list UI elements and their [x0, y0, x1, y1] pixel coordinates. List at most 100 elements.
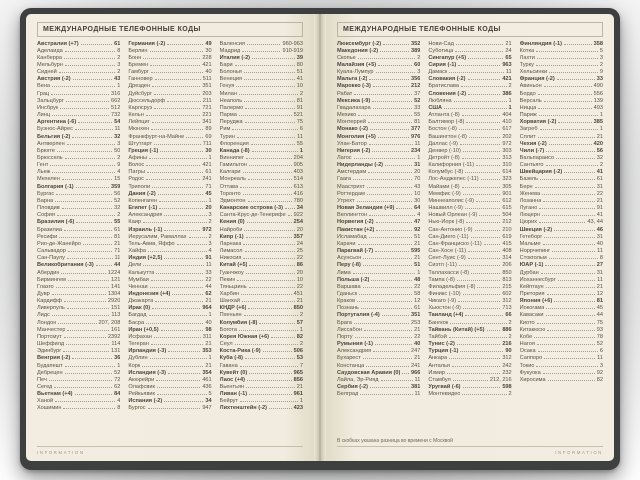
- dotted-leader: [146, 322, 204, 324]
- dotted-leader: [245, 107, 295, 109]
- dotted-leader: [362, 286, 413, 288]
- city-code-entry: Сан-Хосе (-11) 408: [428, 248, 512, 255]
- footer-label: INFORMATION: [37, 450, 85, 455]
- dotted-leader: [234, 344, 298, 346]
- city-code-entry: Лимасол 25: [219, 248, 303, 255]
- dotted-leader: [362, 358, 413, 360]
- dotted-leader: [65, 100, 109, 102]
- dotted-leader: [238, 329, 298, 331]
- city-code-entry: Женева 22: [519, 190, 603, 197]
- country-code-entry: Парагвай (-7) 595: [337, 248, 421, 255]
- dotted-leader: [537, 351, 598, 353]
- dotted-leader: [164, 401, 204, 403]
- dotted-leader: [75, 186, 109, 188]
- dotted-leader: [369, 215, 416, 217]
- dotted-leader: [468, 57, 504, 59]
- dotted-leader: [368, 143, 413, 145]
- dotted-leader: [168, 351, 201, 353]
- dotted-leader: [466, 222, 501, 224]
- city-code-entry: Кавасаки 44: [519, 312, 603, 319]
- dotted-leader: [460, 351, 504, 353]
- city-code-entry: Пхеньян 2: [219, 312, 303, 319]
- city-code-entry: Хайфа 4: [128, 248, 212, 255]
- dotted-leader: [150, 72, 204, 74]
- city-code-entry: Акюрейри 461: [128, 376, 212, 383]
- city-code-entry: Бари 80: [219, 61, 303, 68]
- dotted-leader: [462, 150, 501, 152]
- city-code-entry: Лима 1: [337, 269, 421, 276]
- city-code-entry: Кардифф 2920: [37, 298, 121, 305]
- city-code-entry: Мехелен 15: [37, 176, 121, 183]
- city-code-entry: Сегед 62: [37, 384, 121, 390]
- country-code-entry: Иран (+0,5) 98: [128, 326, 212, 333]
- dotted-leader: [237, 279, 295, 281]
- city-code-entry: Сальвадор 71: [37, 248, 121, 255]
- codes-column: Валенсия 960-963 Мадрид 910-919 Италия (-2) 3…: [220, 41, 303, 413]
- country-code-entry: ЮАР (-1) 27: [519, 262, 603, 269]
- dotted-leader: [556, 79, 595, 81]
- codes-column: Нови-Сад 21 Суботица 24 Сингапур (+5) 65 Сирия…: [428, 41, 511, 399]
- dotted-leader: [244, 122, 295, 124]
- city-code-entry: Родос 241: [128, 176, 212, 183]
- city-code-entry: Пловдив 32: [37, 205, 121, 212]
- city-code-entry: Хьюстон (-9) 713: [428, 305, 512, 312]
- city-code-entry: Сан-Диего (-11) 619: [428, 233, 512, 240]
- city-code-entry: Гданьск 58: [337, 290, 421, 297]
- dotted-leader: [236, 86, 295, 88]
- dotted-leader: [476, 165, 501, 167]
- dotted-leader: [539, 129, 598, 131]
- dotted-leader: [538, 107, 592, 109]
- country-code-entry: Испания (-2) 34: [128, 398, 212, 405]
- country-code-entry: Финляндия (-1) 358: [519, 40, 603, 47]
- dotted-leader: [51, 315, 110, 317]
- dotted-leader: [449, 358, 501, 360]
- dotted-leader: [460, 86, 507, 88]
- country-code-entry: Чили (-7) 56: [519, 147, 603, 154]
- country-code-entry: Индонезия (+4) 62: [128, 290, 212, 297]
- dotted-leader: [147, 408, 201, 410]
- dotted-leader: [546, 293, 595, 295]
- dotted-leader: [149, 358, 207, 360]
- city-code-entry: Дюссельдорф 211: [128, 97, 212, 104]
- dotted-leader: [537, 93, 592, 95]
- dotted-leader: [402, 372, 409, 374]
- city-code-entry: Волос 421: [128, 162, 212, 169]
- dotted-leader: [262, 351, 292, 353]
- dotted-leader: [232, 129, 298, 131]
- dotted-leader: [544, 236, 595, 238]
- city-code-entry: Котка 5: [519, 47, 603, 54]
- codes-column: Финляндия (-1) 358 Котка 5 Лахти 3 Турку 2 Хельс…: [520, 41, 603, 399]
- city-code-entry: Патры 61: [128, 169, 212, 176]
- city-code-entry: Лугано 91: [519, 205, 603, 212]
- country-code-entry: Монако (-2) 377: [337, 126, 421, 133]
- city-code-entry: Стамбул 212, 216: [428, 376, 512, 383]
- city-code-entry: Берлин 30: [128, 47, 212, 54]
- dotted-leader: [369, 129, 409, 131]
- city-code-entry: Сан-Паулу 11: [37, 255, 121, 262]
- city-code-entry: Вена 1: [37, 83, 121, 90]
- dotted-leader: [156, 272, 204, 274]
- dotted-leader: [58, 322, 97, 324]
- country-code-entry: Тайвань (Китай) (+5) 886: [428, 326, 512, 333]
- city-code-entry: Кейптаун 21: [519, 283, 603, 290]
- country-code-entry: Франция (-2) 33: [519, 76, 603, 83]
- dotted-leader: [380, 379, 413, 381]
- dotted-leader: [242, 50, 281, 52]
- dotted-leader: [55, 286, 109, 288]
- city-code-entry: Болонья 51: [219, 69, 303, 76]
- city-code-entry: Лозанна 21: [519, 197, 603, 204]
- city-code-entry: Исламабад 51: [337, 233, 421, 240]
- dotted-leader: [66, 143, 116, 145]
- dotted-leader: [63, 351, 109, 353]
- dotted-leader: [543, 100, 592, 102]
- city-code-entry: Богота 1: [219, 326, 303, 333]
- country-code-entry: Швеция (-2) 46: [519, 226, 603, 233]
- city-code-entry: Багдад 1: [128, 312, 212, 319]
- country-code-entry: США 1: [428, 104, 512, 111]
- city-code-entry: Грац 316: [37, 90, 121, 97]
- city-code-entry: Калифорния (-11) 310: [428, 162, 512, 169]
- city-code-entry: Портсмут 2392: [37, 333, 121, 340]
- dotted-leader: [366, 365, 409, 367]
- dotted-leader: [383, 43, 409, 45]
